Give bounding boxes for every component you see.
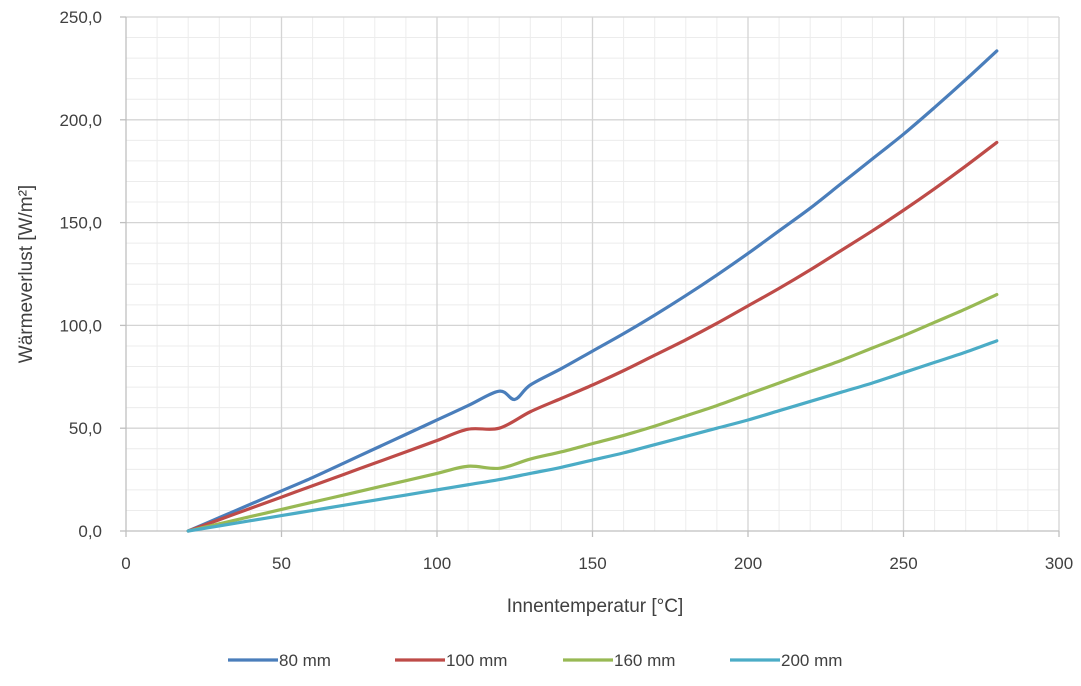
axes bbox=[120, 16, 1060, 537]
legend: 80 mm 100 mm 160 mm 200 mm bbox=[228, 651, 842, 670]
legend-label: 100 mm bbox=[446, 651, 507, 670]
x-tick-label: 250 bbox=[889, 554, 917, 573]
x-tick-label: 100 bbox=[423, 554, 451, 573]
major-gridlines bbox=[126, 16, 1060, 531]
series-line-2 bbox=[186, 140, 999, 533]
y-tick-labels: 0,0 50,0 100,0 150,0 200,0 250,0 bbox=[59, 8, 102, 541]
x-tick-label: 150 bbox=[578, 554, 606, 573]
y-tick-label: 150,0 bbox=[59, 214, 102, 233]
x-tick-label: 200 bbox=[734, 554, 762, 573]
x-tick-label: 0 bbox=[121, 554, 130, 573]
y-tick-label: 0,0 bbox=[78, 522, 102, 541]
y-tick-label: 200,0 bbox=[59, 111, 102, 130]
x-tick-label: 50 bbox=[272, 554, 291, 573]
legend-label: 80 mm bbox=[279, 651, 331, 670]
series-line-3 bbox=[186, 292, 999, 533]
y-tick-label: 250,0 bbox=[59, 8, 102, 27]
series-line-1 bbox=[186, 49, 999, 533]
y-tick-label: 50,0 bbox=[69, 419, 102, 438]
x-axis-title: Innentemperatur [°C] bbox=[507, 596, 684, 617]
series-line-4 bbox=[186, 339, 999, 533]
x-tick-label: 300 bbox=[1045, 554, 1073, 573]
legend-label: 200 mm bbox=[781, 651, 842, 670]
x-tick-labels: 0 50 100 150 200 250 300 bbox=[121, 554, 1073, 573]
y-axis-title: Wärmeverlust [W/m²] bbox=[16, 185, 37, 363]
y-tick-label: 100,0 bbox=[59, 316, 102, 335]
series-lines bbox=[186, 49, 999, 533]
legend-label: 160 mm bbox=[614, 651, 675, 670]
